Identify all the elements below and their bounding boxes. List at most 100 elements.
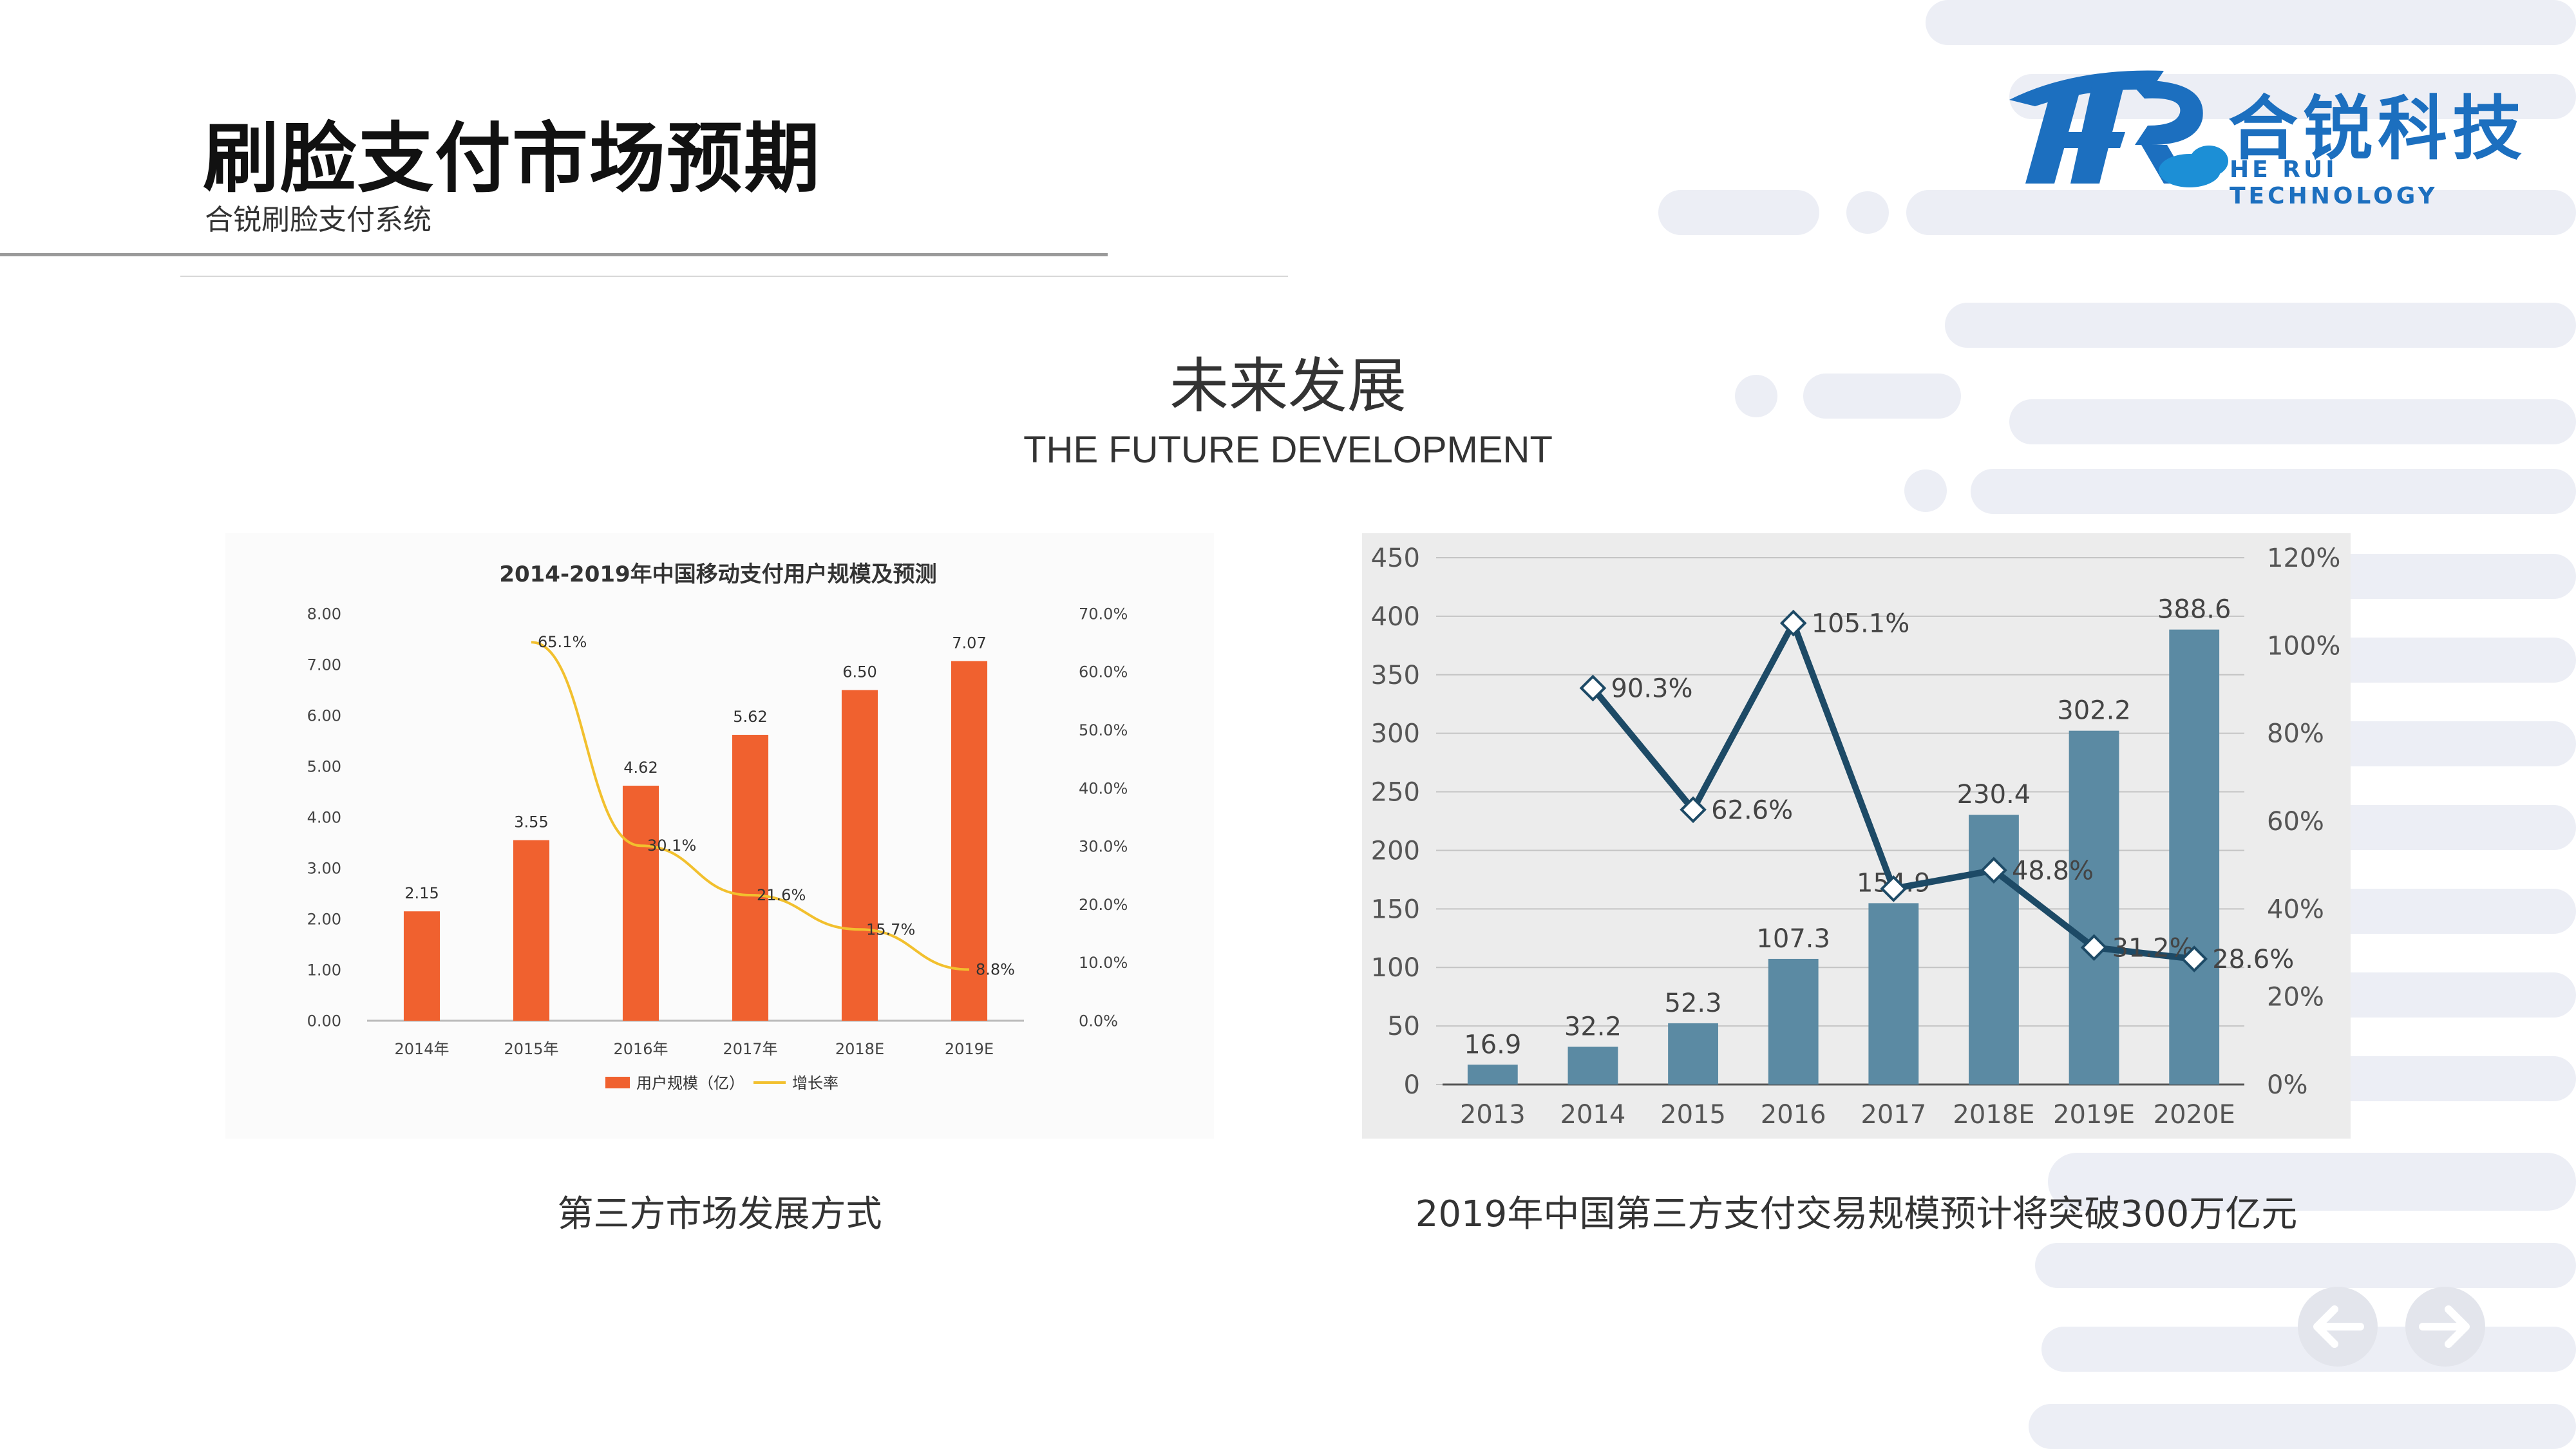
line-point — [1880, 875, 1908, 902]
y-tick-label-right: 60.0% — [1079, 663, 1128, 681]
chart-caption-left: 第三方市场发展方式 — [557, 1193, 882, 1235]
bar-value-label: 7.07 — [952, 634, 986, 652]
bar — [1467, 1065, 1518, 1084]
bar-value-label: 32.2 — [1564, 1012, 1622, 1041]
line-value-label: 90.3% — [1611, 674, 1692, 703]
x-tick-label: 2016 — [1761, 1100, 1826, 1130]
bar — [732, 735, 769, 1021]
y-tick-label-right: 80% — [2267, 719, 2324, 749]
y-tick-label-left: 100 — [1371, 953, 1420, 983]
bar-value-label: 6.50 — [842, 663, 876, 681]
bar — [1567, 1046, 1618, 1084]
y-tick-label-left: 400 — [1371, 602, 1420, 632]
y-tick-label-left: 1.00 — [307, 961, 341, 979]
y-tick-label-left: 350 — [1371, 661, 1420, 690]
y-tick-label-right: 50.0% — [1079, 721, 1128, 739]
arrow-left-icon — [2313, 1305, 2364, 1348]
bar-value-label: 388.6 — [2157, 595, 2231, 625]
bar-value-label: 52.3 — [1665, 989, 1722, 1018]
line-value-label: 28.6% — [2212, 945, 2294, 974]
y-tick-label-right: 30.0% — [1079, 838, 1128, 856]
user-scale-chart: 2014-2019年中国移动支付用户规模及预测 0.00 1.00 2.00 3.00 4… — [225, 533, 1214, 1139]
y-tick-label-right: 0.0% — [1079, 1012, 1118, 1030]
bar-value-label: 5.62 — [733, 708, 767, 726]
line-value-label: 48.8% — [2012, 856, 2094, 886]
bar-value-label: 107.3 — [1756, 924, 1830, 954]
line-value-label: 31.2% — [2112, 933, 2194, 963]
y-tick-label-left: 50 — [1387, 1012, 1420, 1041]
section-subtitle: THE FUTURE DEVELOPMENT — [1023, 429, 1553, 471]
y-tick-label-left: 2.00 — [307, 910, 341, 928]
bar — [951, 661, 988, 1021]
line-point — [1980, 857, 2007, 884]
y-tick-label-left: 8.00 — [307, 605, 341, 623]
y-tick-label-right: 60% — [2267, 807, 2324, 837]
next-page-button[interactable] — [2403, 1285, 2487, 1368]
bar — [1969, 815, 2019, 1084]
y-tick-label-left: 200 — [1371, 836, 1420, 866]
line-value-label: 30.1% — [647, 837, 696, 855]
bar — [1768, 958, 1819, 1084]
chart-caption-right: 2019年中国第三方支付交易规模预计将突破300万亿元 — [1415, 1193, 2298, 1235]
legend-swatch-bar — [605, 1077, 630, 1088]
bar — [622, 786, 659, 1021]
bar-value-label: 4.62 — [623, 759, 658, 777]
x-tick-label: 2019E — [2053, 1100, 2135, 1130]
brand-name-cn: 合锐科技 — [2228, 89, 2528, 169]
line-value-label: 8.8% — [976, 961, 1015, 979]
y-tick-label-right: 20% — [2267, 983, 2324, 1012]
x-tick-label: 2020E — [2154, 1100, 2235, 1130]
x-tick-label: 2014年 — [394, 1040, 449, 1058]
x-tick-label: 2017 — [1861, 1100, 1926, 1130]
brand-name-en: HE RUI TECHNOLOGY — [2230, 156, 2438, 209]
chart-title: 2014-2019年中国移动支付用户规模及预测 — [499, 562, 936, 587]
y-tick-label-left: 4.00 — [307, 808, 341, 826]
bar-value-label: 16.9 — [1464, 1030, 1521, 1059]
y-tick-label-right: 120% — [2267, 544, 2340, 573]
bar — [1668, 1023, 1718, 1084]
bar — [403, 911, 440, 1021]
x-tick-label: 2016年 — [613, 1040, 668, 1058]
line-point — [1680, 796, 1707, 824]
line-value-label: 105.1% — [1812, 609, 1910, 639]
bar-value-label: 230.4 — [1957, 780, 2031, 810]
x-tick-label: 2018E — [835, 1040, 884, 1058]
line-value-label: 21.6% — [757, 886, 806, 904]
y-tick-label-right: 10.0% — [1079, 954, 1128, 972]
line-point — [2181, 945, 2208, 972]
y-tick-label-left: 0.00 — [307, 1012, 341, 1030]
bar — [1868, 903, 1919, 1084]
bar-value-label: 302.2 — [2057, 696, 2131, 726]
y-tick-label-right: 40.0% — [1079, 779, 1128, 797]
section-title: 未来发展 — [1169, 352, 1406, 421]
y-tick-label-right: 20.0% — [1079, 896, 1128, 914]
transaction-scale-chart: 0 50 100 150 200 250 300 350 400 450 0% 20% 40% 60% 80… — [1362, 533, 2351, 1139]
bar-value-label: 3.55 — [514, 813, 548, 831]
y-tick-label-left: 5.00 — [307, 757, 341, 775]
line-point — [2080, 934, 2108, 961]
bar — [841, 690, 878, 1021]
bar-value-label: 2.15 — [404, 884, 439, 902]
y-tick-label-left: 7.00 — [307, 656, 341, 674]
x-tick-label: 2019E — [945, 1040, 994, 1058]
y-tick-label-right: 70.0% — [1079, 605, 1128, 623]
x-tick-label: 2015年 — [504, 1040, 558, 1058]
y-tick-label-right: 100% — [2267, 631, 2340, 661]
bar — [513, 840, 550, 1021]
logo-mark-icon — [2009, 70, 2228, 187]
line-value-label: 15.7% — [866, 920, 915, 938]
x-tick-label: 2017年 — [723, 1040, 777, 1058]
y-tick-label-right: 40% — [2267, 895, 2324, 924]
legend-label: 用户规模（亿） — [636, 1074, 744, 1092]
line-point — [1779, 609, 1807, 637]
bar — [2069, 730, 2119, 1084]
y-tick-label-left: 300 — [1371, 719, 1420, 749]
x-tick-label: 2013 — [1460, 1100, 1526, 1130]
previous-page-button[interactable] — [2296, 1285, 2380, 1368]
x-tick-label: 2018E — [1953, 1100, 2034, 1130]
y-tick-label-right: 0% — [2267, 1070, 2307, 1100]
bar — [2169, 629, 2220, 1084]
line-value-label: 65.1% — [538, 633, 587, 651]
y-tick-label-left: 6.00 — [307, 706, 341, 724]
page-title: 刷脸支付市场预期 — [203, 114, 822, 203]
